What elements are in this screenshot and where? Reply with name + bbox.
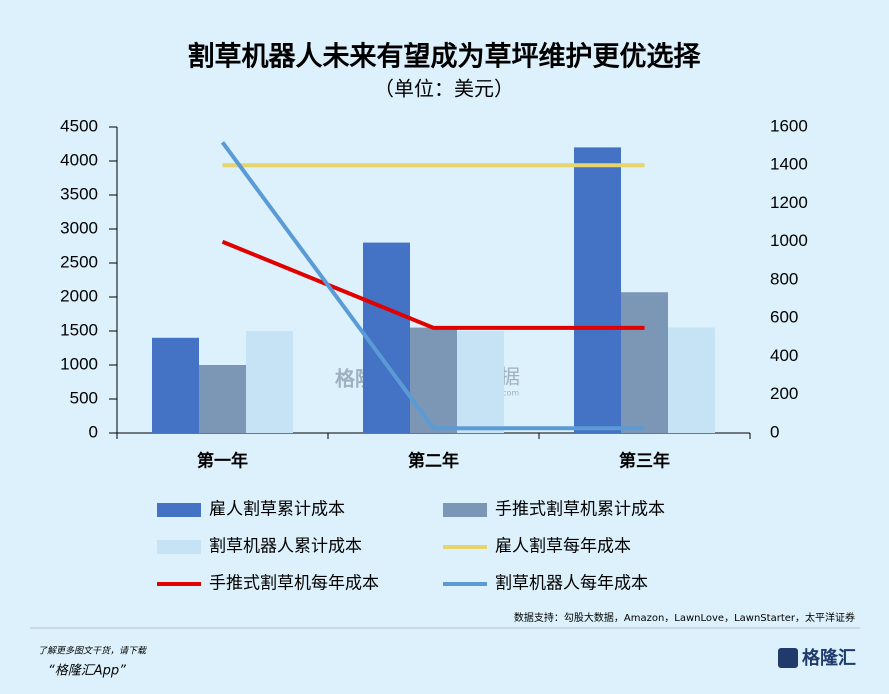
bar: [621, 292, 668, 433]
y-tick-label: 3500: [60, 184, 98, 203]
bar: [199, 365, 246, 433]
x-tick-label: 第一年: [197, 451, 248, 472]
line: [220, 141, 645, 431]
x-tick-label: 第三年: [619, 451, 670, 472]
y-tick-label: 1000: [60, 354, 98, 373]
y-tick-label: 4000: [60, 150, 98, 169]
bar: [574, 147, 621, 433]
y-tick-label: 2000: [60, 286, 98, 305]
legend-label: 割草机器人累计成本: [209, 537, 362, 557]
y2-tick-label: 600: [770, 308, 798, 327]
bar: [410, 327, 457, 433]
x-tick-label: 第二年: [408, 451, 459, 472]
y-tick-label: 4500: [60, 116, 98, 135]
footer-text: 了解更多图文干货，请下载: [38, 646, 147, 657]
y2-tick-label: 800: [770, 269, 798, 288]
bar: [246, 331, 293, 433]
legend-label: 手推式割草机累计成本: [495, 500, 665, 520]
y2-tick-label: 400: [770, 346, 798, 365]
legend-swatch: [443, 503, 487, 517]
legend-label: 割草机器人每年成本: [495, 574, 648, 594]
logo: 格隆汇: [802, 647, 856, 669]
bar: [457, 331, 504, 433]
y-tick-label: 1500: [60, 320, 98, 339]
legend-swatch: [157, 540, 201, 554]
bar: [363, 242, 410, 433]
y2-tick-label: 0: [770, 422, 779, 441]
y2-tick-label: 200: [770, 384, 798, 403]
y2-tick-label: 1400: [770, 155, 808, 174]
y-tick-label: 500: [70, 388, 98, 407]
legend-swatch: [157, 503, 201, 517]
y-tick-label: 0: [89, 422, 98, 441]
y2-tick-label: 1200: [770, 193, 808, 212]
chart-subtitle: （单位：美元）: [374, 77, 514, 101]
y2-tick-label: 1000: [770, 231, 808, 250]
bar: [668, 327, 715, 433]
footer-text: “格隆汇App”: [48, 664, 126, 679]
legend-label: 雇人割草累计成本: [209, 500, 345, 520]
line: [221, 239, 645, 330]
legend-label: 雇人割草每年成本: [495, 537, 631, 557]
bar: [152, 337, 199, 433]
logo-icon: [778, 648, 798, 668]
legend-label: 手推式割草机每年成本: [209, 574, 379, 594]
chart-title: 割草机器人未来有望成为草坪维护更优选择: [188, 41, 702, 73]
y2-tick-label: 1600: [770, 116, 808, 135]
y-tick-label: 2500: [60, 252, 98, 271]
source: 数据支持：勾股大数据，Amazon，LawnLove，LawnStarter，太…: [514, 611, 855, 624]
y-tick-label: 3000: [60, 218, 98, 237]
